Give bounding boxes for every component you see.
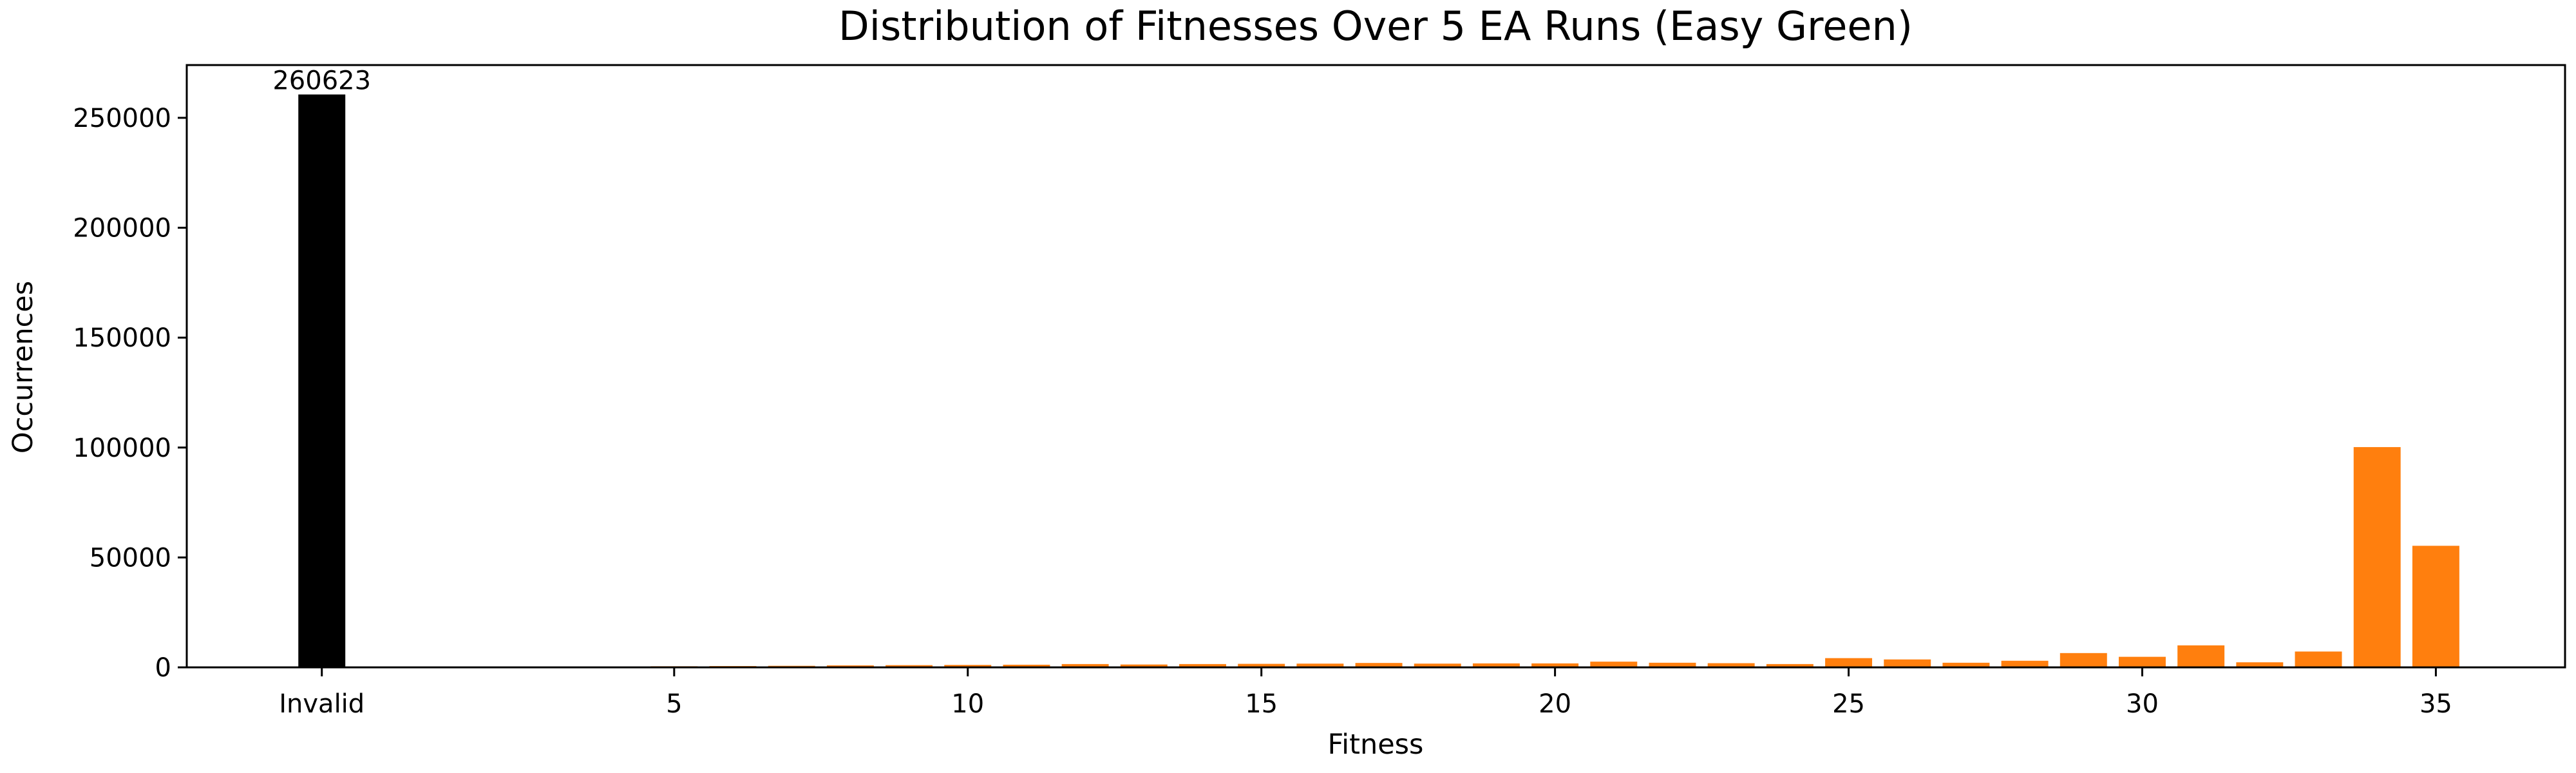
x-tick-label: 25 — [1832, 689, 1865, 719]
x-tick-label: 20 — [1539, 689, 1571, 719]
plot-frame — [185, 64, 2566, 669]
bar-fitness-32 — [2236, 662, 2284, 667]
bar-fitness-22 — [1649, 662, 1696, 667]
bar-fitness-28 — [2001, 660, 2049, 667]
y-tick-label: 100000 — [73, 434, 171, 463]
x-axis-ticks: Invalid 5 10 15 20 25 30 35 — [279, 667, 2452, 719]
x-tick-label: 30 — [2126, 689, 2159, 719]
y-tick-label: 200000 — [73, 214, 171, 243]
y-tick-label: 250000 — [73, 104, 171, 133]
bar-fitness-9 — [886, 665, 933, 667]
bar-fitness-33 — [2295, 651, 2342, 667]
bar-fitness-23 — [1707, 663, 1755, 667]
x-tick-label: 10 — [951, 689, 984, 719]
bar-fitness-21 — [1590, 662, 1638, 667]
bar-fitness-11 — [1003, 664, 1050, 667]
bar-fitness-34 — [2353, 447, 2401, 667]
bar-fitness-19 — [1472, 663, 1520, 667]
bar-fitness-13 — [1120, 664, 1168, 667]
bar-fitness-16 — [1296, 663, 1344, 667]
chart-title: Distribution of Fitnesses Over 5 EA Runs… — [838, 3, 1913, 50]
bar-fitness-15 — [1238, 663, 1285, 667]
bar-fitness-24 — [1766, 663, 1814, 667]
bar-invalid-value-label: 260623 — [272, 66, 371, 96]
bar-fitness-10 — [944, 665, 992, 667]
x-tick-label: 5 — [666, 689, 682, 719]
bar-fitness-27 — [1942, 662, 1990, 667]
bar-fitness-18 — [1414, 663, 1461, 667]
bar-fitness-17 — [1355, 663, 1403, 667]
y-tick-label: 0 — [155, 653, 171, 683]
bar-fitness-31 — [2177, 645, 2225, 667]
bar-fitness-26 — [1884, 659, 1931, 667]
bar-fitness-29 — [2060, 653, 2107, 667]
y-tick-label: 150000 — [73, 323, 171, 353]
y-tick-label: 50000 — [90, 543, 171, 573]
x-tick-label: 35 — [2420, 689, 2452, 719]
bar-fitness-14 — [1179, 663, 1226, 667]
y-axis-ticks: 0 50000 100000 150000 200000 250000 — [73, 104, 187, 683]
y-axis-label: Occurrences — [7, 281, 39, 453]
bar-invalid — [298, 94, 346, 667]
bar-fitness-30 — [2118, 656, 2166, 667]
x-tick-label: 15 — [1245, 689, 1278, 719]
bars-group: 260623 — [272, 66, 2459, 667]
bar-fitness-8 — [826, 665, 874, 667]
x-tick-label: Invalid — [279, 689, 365, 719]
bar-fitness-35 — [2412, 546, 2459, 667]
bar-fitness-12 — [1061, 663, 1109, 667]
x-axis-label: Fitness — [1328, 729, 1424, 761]
bar-fitness-25 — [1825, 658, 1873, 667]
bar-fitness-20 — [1531, 663, 1579, 667]
